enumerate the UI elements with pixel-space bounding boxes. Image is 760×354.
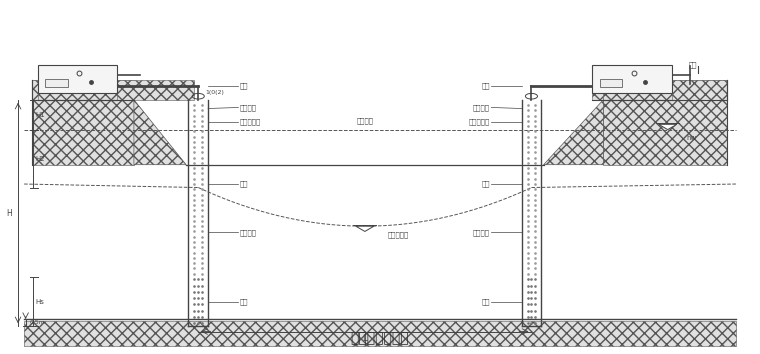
Text: hw: hw xyxy=(687,135,697,141)
Text: 降水坡度: 降水坡度 xyxy=(473,229,489,236)
Bar xyxy=(32,80,134,100)
Bar xyxy=(24,321,736,346)
Bar xyxy=(46,79,68,87)
Bar xyxy=(38,65,117,93)
Text: 中连沙填孔: 中连沙填孔 xyxy=(469,118,489,125)
Text: H1: H1 xyxy=(36,112,45,118)
Text: 地下水位: 地下水位 xyxy=(356,118,373,124)
Text: 0.5m: 0.5m xyxy=(30,320,46,325)
Bar xyxy=(603,80,727,100)
Text: 降水坡度: 降水坡度 xyxy=(240,229,257,236)
Bar xyxy=(592,65,672,93)
Text: 降水后水位: 降水后水位 xyxy=(388,232,409,238)
Text: 滤管: 滤管 xyxy=(240,298,249,305)
Bar xyxy=(117,80,195,100)
Bar xyxy=(32,80,38,100)
Polygon shape xyxy=(543,100,603,165)
Bar xyxy=(600,79,622,87)
Text: 滤管: 滤管 xyxy=(481,298,489,305)
Polygon shape xyxy=(356,226,374,232)
Polygon shape xyxy=(659,124,677,130)
Bar xyxy=(592,80,603,100)
Text: 总管: 总管 xyxy=(240,82,249,89)
Text: Hs: Hs xyxy=(36,299,44,305)
Text: 排出: 排出 xyxy=(689,61,698,68)
Text: 中连沙填孔: 中连沙填孔 xyxy=(240,118,261,125)
Text: 工土封孔: 工土封孔 xyxy=(473,104,489,111)
Text: H: H xyxy=(6,209,12,217)
Text: 总管: 总管 xyxy=(481,82,489,89)
Text: 井点降水构造图: 井点降水构造图 xyxy=(350,332,410,346)
Bar xyxy=(672,80,727,100)
Text: 滤孔: 滤孔 xyxy=(481,181,489,187)
Text: 滤孔: 滤孔 xyxy=(240,181,249,187)
Text: H2: H2 xyxy=(36,155,45,161)
Text: 工土封孔: 工土封孔 xyxy=(240,104,257,111)
Text: L: L xyxy=(363,334,367,343)
Bar xyxy=(603,100,727,165)
Text: 1(0(2): 1(0(2) xyxy=(206,90,225,95)
Bar xyxy=(32,100,134,165)
Polygon shape xyxy=(134,100,186,165)
